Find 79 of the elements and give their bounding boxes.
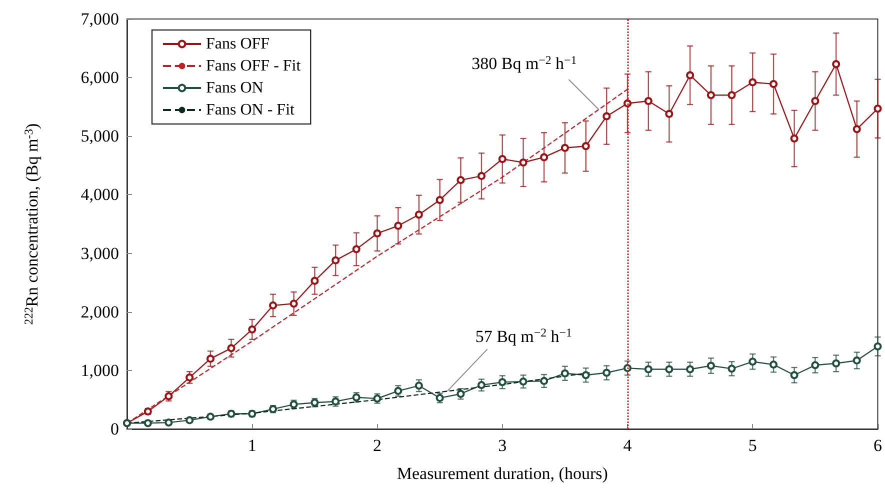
point: [352, 245, 360, 254]
x-tick-label: 1: [248, 436, 256, 455]
point: [852, 125, 861, 134]
point: [144, 419, 152, 428]
y-tick-label: 4,000: [80, 185, 119, 204]
point: [394, 222, 402, 230]
point: [832, 60, 840, 68]
legend-label: Fans OFF: [206, 36, 270, 52]
point: [436, 196, 444, 204]
point: [790, 134, 798, 142]
y-tick-label: 7,000: [80, 10, 119, 28]
x-tick-label: 5: [748, 436, 757, 455]
point: [790, 371, 798, 380]
point: [498, 154, 506, 163]
point: [770, 360, 778, 369]
point: [728, 91, 736, 100]
point: [644, 97, 652, 105]
point: [706, 362, 715, 370]
point: [665, 365, 674, 374]
legend-label: Fans ON - Fit: [206, 102, 296, 118]
point: [811, 361, 820, 370]
point: [540, 153, 548, 162]
point: [770, 80, 778, 88]
point: [728, 364, 736, 373]
y-tick-label: 1,000: [80, 360, 119, 380]
point: [414, 382, 423, 390]
point: [874, 342, 882, 350]
point: [832, 359, 840, 368]
point: [582, 371, 590, 380]
point: [456, 176, 465, 184]
point: [706, 91, 715, 100]
point: [602, 112, 611, 120]
point: [560, 144, 569, 152]
point: [394, 386, 402, 395]
point: [686, 71, 694, 80]
y-tick-label: 5,000: [80, 126, 119, 146]
point: [477, 172, 486, 180]
point: [811, 97, 820, 105]
point: [582, 142, 590, 150]
point: [269, 301, 278, 310]
point: [748, 358, 757, 366]
point: [206, 354, 214, 363]
point: [414, 210, 423, 219]
legend-label: Fans ON: [206, 80, 264, 96]
point: [227, 344, 236, 352]
point: [373, 229, 382, 238]
point: [477, 381, 486, 390]
point: [186, 416, 194, 424]
point: [290, 300, 298, 308]
x-tick-label: 3: [498, 436, 507, 455]
point: [186, 373, 194, 382]
point: [206, 412, 214, 421]
point: [248, 325, 256, 334]
point: [686, 365, 694, 374]
y-tick-label: 0: [110, 420, 119, 438]
point: [519, 378, 528, 386]
point: [498, 378, 506, 386]
x-tick-label: 4: [623, 436, 632, 455]
y-tick-label: 3,000: [80, 244, 119, 263]
point: [456, 390, 465, 398]
y-axis-title: 222Rn concentration, (Bq m-3): [21, 123, 42, 325]
point: [560, 369, 569, 378]
point: [852, 356, 861, 364]
x-axis-title: Measurement duration, (hours): [396, 464, 608, 483]
point: [540, 376, 548, 385]
legend-label: Fans OFF - Fit: [206, 58, 302, 74]
point: [164, 418, 173, 427]
x-tick-label: 6: [874, 436, 882, 455]
y-tick-label: 6,000: [80, 68, 119, 88]
y-tick-label: 2,000: [80, 302, 119, 322]
point: [665, 110, 674, 118]
x-tick-label: 2: [373, 436, 382, 455]
point: [519, 158, 528, 166]
point: [644, 365, 652, 374]
point: [310, 276, 319, 285]
point: [332, 256, 340, 264]
point: [748, 78, 757, 86]
point: [602, 368, 611, 377]
point: [874, 104, 882, 113]
